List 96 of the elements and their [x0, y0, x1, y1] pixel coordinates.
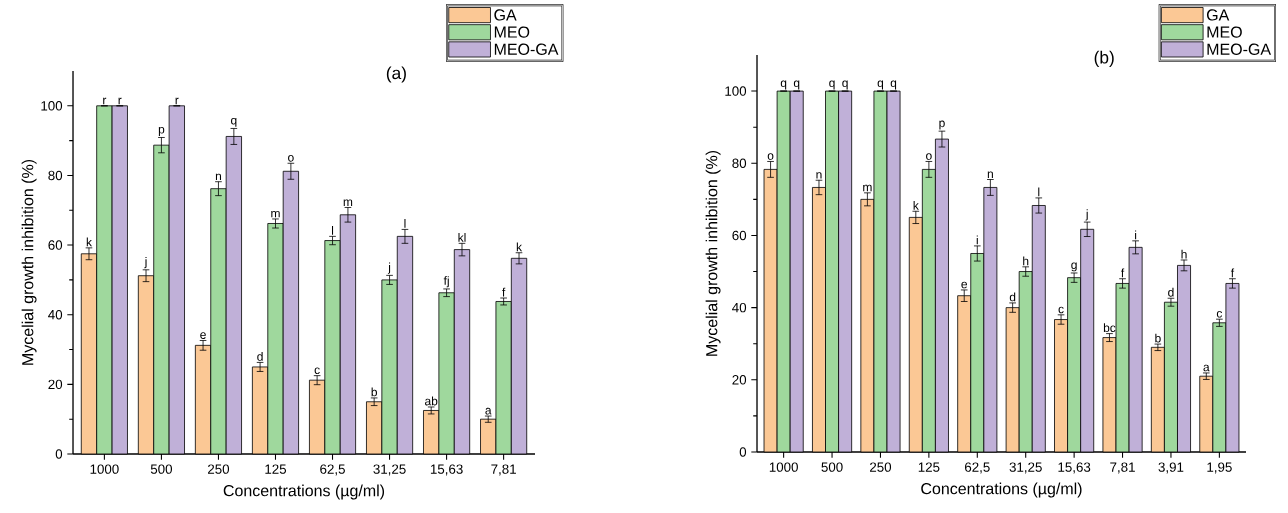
- data-label: ab: [425, 396, 438, 406]
- data-label: bc: [1103, 323, 1116, 333]
- data-label: q: [829, 80, 835, 90]
- y-tick-label: 80: [48, 170, 63, 181]
- data-label: f: [1230, 268, 1235, 278]
- y-tick-label: 40: [732, 302, 747, 313]
- data-label: n: [987, 171, 993, 178]
- data-label: q: [780, 80, 787, 90]
- data-label: g: [1071, 262, 1077, 272]
- chart-title: (b): [1094, 50, 1114, 67]
- data-label: a: [1203, 364, 1210, 372]
- legend-label: MEO: [1207, 26, 1242, 38]
- x-tick-label: 1000: [769, 462, 798, 472]
- data-label: p: [158, 126, 165, 136]
- data-label: f: [502, 287, 506, 297]
- data-label: k: [516, 242, 523, 252]
- chart-title: (a): [386, 66, 406, 83]
- data-label: l: [1038, 187, 1040, 197]
- legend-label: MEO: [494, 26, 530, 38]
- x-tick-label: 7,81: [1110, 462, 1135, 474]
- x-tick-label: 1,95: [1207, 462, 1232, 474]
- data-label: f: [1121, 268, 1125, 278]
- data-label: m: [271, 210, 280, 218]
- data-label: j: [387, 262, 391, 274]
- data-label: l: [404, 219, 406, 228]
- data-label: k: [86, 237, 93, 247]
- data-label: n: [816, 172, 822, 179]
- x-tick-label: 125: [265, 464, 287, 474]
- data-label: l: [332, 226, 334, 235]
- y-tick-label: 60: [48, 240, 63, 250]
- legend-label: MEO-GA: [1207, 43, 1272, 55]
- legend-label: MEO-GA: [494, 43, 559, 55]
- data-label: kl: [458, 233, 466, 242]
- data-label: q: [890, 80, 897, 90]
- y-tick-label: 100: [725, 86, 747, 96]
- data-label: a: [485, 407, 492, 415]
- data-label: o: [767, 153, 774, 160]
- data-label: j: [1085, 209, 1088, 221]
- x-axis-title: Concentrations (µg/ml): [223, 484, 385, 500]
- data-label: c: [1058, 306, 1064, 314]
- data-label: d: [257, 352, 263, 361]
- data-label: e: [200, 332, 206, 339]
- data-label: q: [842, 80, 848, 90]
- y-tick-label: 0: [55, 449, 63, 459]
- data-label: c: [314, 367, 320, 375]
- y-tick-label: 20: [48, 379, 63, 390]
- y-tick-label: 0: [739, 447, 747, 457]
- data-label: fj: [443, 276, 449, 288]
- data-label: j: [144, 257, 147, 269]
- x-tick-label: 15,63: [430, 464, 463, 476]
- data-label: q: [231, 117, 237, 127]
- data-label: b: [371, 387, 377, 397]
- x-axis-title: Concentrations (µg/ml): [921, 482, 1082, 498]
- data-label: h: [1181, 249, 1187, 259]
- data-label: d: [1009, 292, 1016, 302]
- x-tick-label: 250: [870, 462, 892, 472]
- data-label: d: [1168, 287, 1174, 297]
- x-tick-label: 500: [821, 462, 843, 472]
- data-label: n: [215, 173, 222, 181]
- x-tick-label: 3,91: [1158, 462, 1184, 474]
- x-tick-label: 125: [918, 462, 940, 472]
- x-tick-label: 1000: [90, 464, 119, 474]
- data-label: o: [288, 155, 294, 162]
- data-label: o: [926, 153, 932, 160]
- data-label: e: [961, 281, 968, 289]
- x-tick-label: 7,81: [491, 464, 516, 476]
- y-axis-title: Mycelial growth inhibition (%): [21, 159, 37, 365]
- data-label: h: [1023, 256, 1029, 266]
- legend-label: GA: [494, 9, 517, 21]
- x-tick-label: 62,5: [964, 462, 990, 474]
- data-label: b: [1155, 333, 1161, 343]
- x-tick-label: 250: [208, 464, 230, 474]
- y-axis-title: Mycelial growth inhibition (%): [705, 150, 721, 356]
- x-tick-label: 500: [150, 464, 173, 474]
- data-label: i: [1135, 230, 1137, 240]
- data-label: i: [976, 235, 978, 245]
- data-label: q: [877, 80, 884, 90]
- legend-label: GA: [1206, 9, 1230, 21]
- x-tick-label: 15,63: [1058, 462, 1091, 474]
- data-label: r: [103, 97, 107, 105]
- y-tick-label: 60: [732, 230, 747, 241]
- x-tick-label: 31,25: [1009, 462, 1042, 474]
- data-label: m: [343, 199, 353, 206]
- x-tick-label: 31,25: [373, 464, 406, 476]
- data-label: c: [1216, 310, 1223, 318]
- data-label: r: [118, 97, 122, 105]
- y-tick-label: 20: [732, 375, 747, 385]
- y-tick-label: 100: [41, 101, 63, 111]
- data-label: q: [793, 80, 800, 90]
- x-tick-label: 62,5: [320, 464, 345, 476]
- data-label: k: [913, 200, 919, 210]
- data-label: r: [175, 97, 179, 105]
- y-tick-label: 80: [732, 158, 747, 168]
- data-label: m: [863, 184, 872, 192]
- data-label: p: [939, 120, 945, 130]
- y-tick-label: 40: [48, 310, 63, 320]
